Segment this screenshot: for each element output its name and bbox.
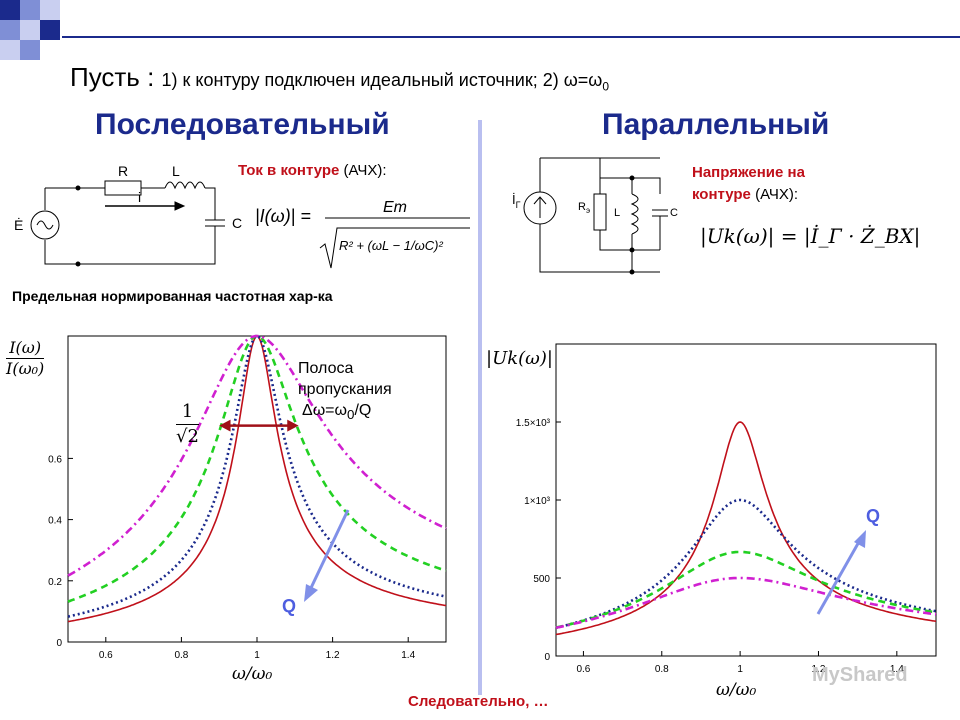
right-y-tick-label: 1.5×10³ <box>516 418 551 429</box>
series-source-label: Ė <box>14 216 23 233</box>
series-formula-lhs: |I(ω)| = <box>255 206 311 226</box>
footer-text: Следовательно, … <box>408 693 549 710</box>
series-formula: |I(ω)| = Em R² + (ωL − 1/ωC)² <box>255 199 470 269</box>
left-ylabel: I(ω) I(ω₀) <box>6 338 45 379</box>
half-power-num: 1 <box>181 401 194 422</box>
series-c-label: C <box>232 215 242 231</box>
left-chart: 0.6 0.8 1 1.2 1.4 0 0.2 0.4 0.6 <box>48 334 447 661</box>
top-rule <box>62 36 960 38</box>
heading-series: Последовательный <box>95 108 390 141</box>
bandwidth-arrowhead-left <box>219 419 231 432</box>
series-current-label: i <box>138 189 141 205</box>
heading-parallel: Параллельный <box>602 108 830 141</box>
q-label-left: Q <box>282 596 297 616</box>
right-x-tick-label: 1.4 <box>890 664 904 675</box>
right-x-tick-label: 1 <box>737 664 743 675</box>
left-y-tick-label: 0.4 <box>48 516 62 527</box>
right-y-tick-label: 500 <box>533 574 550 585</box>
left-ylabel-num: I(ω) <box>9 338 42 357</box>
title-sub: 0 <box>602 79 610 94</box>
series-r-label: R <box>118 163 128 179</box>
title-text: 1) к контуру подключен идеальный источни… <box>161 70 603 90</box>
parallel-label-rest: (АЧХ): <box>750 186 799 203</box>
left-x-tick-label: 1.4 <box>401 650 415 661</box>
left-y-tick-label: 0.2 <box>48 577 62 588</box>
right-x-tick-label: 1.2 <box>812 664 826 675</box>
left-ylabel-den: I(ω₀) <box>6 358 45 378</box>
decor-square <box>0 40 20 60</box>
right-ylabel: |Uk(ω)| <box>486 348 553 369</box>
vertical-divider <box>478 120 482 695</box>
q-arrow-left <box>308 509 350 591</box>
left-series-line-2 <box>67 334 447 603</box>
left-x-tick-label: 1 <box>254 650 260 661</box>
band-line-3sub: 0 <box>347 407 355 423</box>
parallel-label-red-2: контуре <box>692 186 751 203</box>
parallel-afc-label: Напряжение на контуре (АЧХ): <box>692 162 805 206</box>
left-x-tick-label: 0.6 <box>99 650 113 661</box>
left-series-line-3 <box>67 334 447 577</box>
right-series-line-3 <box>555 576 937 630</box>
series-circuit-diagram: Ė R L C i <box>14 163 242 267</box>
decor-square <box>40 20 60 40</box>
q-arrow-right <box>816 539 862 615</box>
band-line-3a: Δω=ω <box>302 402 348 419</box>
series-formula-num: Em <box>383 199 407 216</box>
parallel-label-red-1: Напряжение на <box>692 164 805 181</box>
right-x-tick-label: 0.8 <box>655 664 669 675</box>
q-arrowhead-right <box>854 530 866 548</box>
parallel-formula: |Uk(ω)| = |İ_Г · Ż_ВХ| <box>700 224 921 248</box>
right-x-tick-label: 0.6 <box>576 664 590 675</box>
bandwidth-arrowhead-right <box>287 419 299 432</box>
decor-square <box>20 40 40 60</box>
bandwidth-label: Полоса пропускания Δω=ω0/Q <box>298 358 392 425</box>
decor-square <box>0 20 20 40</box>
left-series-line-1 <box>67 334 447 618</box>
series-label-rest: (АЧХ): <box>339 162 387 179</box>
band-line-1: Полоса <box>298 360 354 377</box>
left-x-tick-label: 0.8 <box>174 650 188 661</box>
limit-label: Предельная нормированная частотная хар-к… <box>12 288 333 304</box>
left-y-tick-label: 0 <box>56 638 62 649</box>
decor-square <box>0 0 20 20</box>
slide-title: Пусть : 1) к контуру подключен идеальный… <box>70 62 609 94</box>
right-y-tick-label: 0 <box>544 652 550 663</box>
parallel-l-label: L <box>614 207 620 219</box>
right-series-line-0 <box>555 421 937 636</box>
decor-square <box>20 20 40 40</box>
title-prefix: Пусть : <box>70 62 162 92</box>
right-series-line-1 <box>555 498 937 629</box>
series-label-red: Ток в контуре <box>238 162 340 179</box>
right-series-line-2 <box>555 550 937 629</box>
right-xlabel: ω/ω₀ <box>716 680 757 700</box>
right-y-tick-label: 1×10³ <box>524 496 551 507</box>
left-x-tick-label: 1.2 <box>326 650 340 661</box>
series-afc-label: Ток в контуре (АЧХ): <box>238 162 387 179</box>
right-chart: 0.6 0.8 1 1.2 1.4 0 500 1×10³ 1.5×10³ <box>516 343 937 675</box>
half-power-fraction: 1 √2 <box>176 400 199 449</box>
band-line-2: пропускания <box>298 381 392 398</box>
series-formula-den: R² + (ωL − 1/ωC)² <box>339 238 443 253</box>
parallel-source-label: İГ <box>512 192 521 210</box>
series-l-label: L <box>172 163 180 179</box>
left-y-tick-label: 0.6 <box>48 454 62 465</box>
parallel-r-label: Rэ <box>578 201 590 215</box>
decor-square <box>40 0 60 20</box>
left-xlabel: ω/ω₀ <box>232 664 273 684</box>
q-arrowhead-left <box>304 584 318 602</box>
watermark: MyShared <box>812 664 908 686</box>
q-label-right: Q <box>866 506 881 526</box>
parallel-c-label: C <box>670 207 678 219</box>
parallel-circuit-diagram: İГ Rэ L C <box>512 157 678 275</box>
decor-square <box>20 0 40 20</box>
half-power-den: √2 <box>176 424 199 447</box>
band-line-3b: /Q <box>354 402 372 419</box>
